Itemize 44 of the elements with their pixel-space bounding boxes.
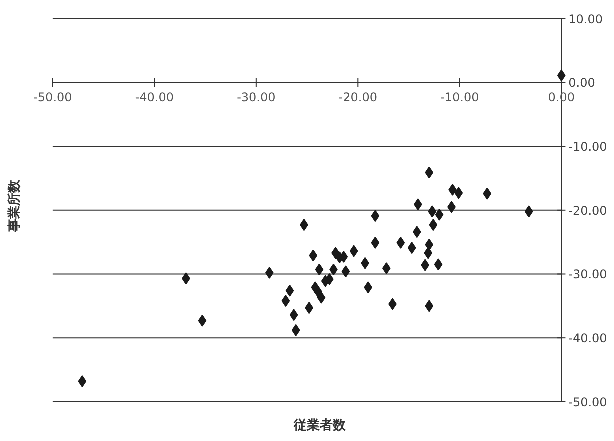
point (315, 264, 324, 276)
point (412, 226, 422, 238)
y-axis-title: 事業所数 (6, 179, 22, 233)
x-tick-label: -50.00 (34, 90, 72, 105)
point (350, 245, 358, 258)
point (425, 300, 434, 312)
point (425, 166, 434, 179)
x-axis-title: 従業者数 (293, 418, 347, 434)
point (78, 375, 87, 388)
point (429, 219, 438, 232)
y-tick-label: 0.00 (568, 76, 596, 90)
point (309, 250, 318, 262)
point (454, 187, 464, 200)
point (524, 206, 534, 218)
y-tick-label: -20.00 (568, 204, 608, 218)
point (408, 242, 416, 254)
point (265, 266, 274, 279)
point (396, 236, 406, 249)
point (371, 210, 380, 222)
x-tick-label: -30.00 (237, 90, 276, 105)
y-tick-label: -30.00 (568, 268, 608, 282)
x-tick-label: -10.00 (440, 90, 480, 105)
point (434, 258, 443, 271)
y-tick-label: -10.00 (568, 140, 608, 154)
point (382, 262, 391, 274)
x-tick-label: -20.00 (338, 90, 378, 105)
point (290, 309, 298, 322)
point (428, 206, 437, 218)
point (371, 236, 380, 249)
point (292, 324, 300, 336)
point (483, 188, 492, 200)
y-tick-label: 10.00 (568, 12, 603, 26)
y-tick-label: -50.00 (568, 395, 608, 410)
point (424, 247, 433, 260)
point (282, 295, 290, 308)
point (321, 275, 330, 288)
point (198, 314, 207, 327)
point (435, 208, 444, 221)
point (557, 70, 566, 82)
point (342, 266, 350, 278)
x-tick-label: -40.00 (135, 90, 174, 105)
y-tick-label: -40.00 (568, 332, 608, 346)
point (286, 284, 294, 297)
point (311, 282, 320, 294)
